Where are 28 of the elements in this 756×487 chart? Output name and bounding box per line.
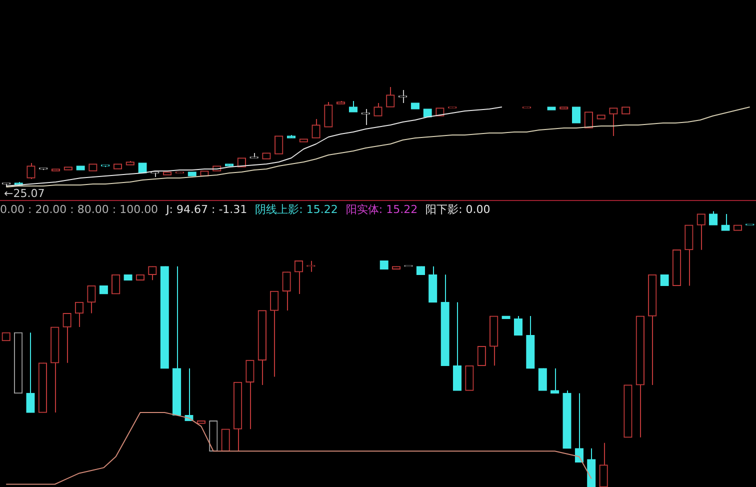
candlestick [112,274,120,294]
candlestick [609,108,618,136]
candlestick [270,290,279,378]
candlestick [246,360,254,430]
candlestick [26,332,35,414]
annotation: 阳下影: 0.00 [426,203,490,216]
annotation: 0.00 : 20.00 : 80.00 : 100.00 [0,203,158,216]
annotation: 阳实体: 15.22 [346,203,418,216]
annotation: 阴线上影: 15.22 [255,203,338,216]
candlestick [721,214,730,232]
candlestick [452,302,462,391]
annotation: J: 94.67 : -1.31 [166,203,248,216]
candlestick [87,285,96,314]
candlestick [599,442,608,487]
candlestick [221,428,230,452]
candlestick [398,90,408,104]
candlestick [274,136,284,154]
candlestick [62,312,72,364]
candlestick [477,346,486,366]
candlestick [572,106,581,124]
candlestick [282,271,291,312]
candlestick [514,316,523,336]
candlestick [550,368,560,394]
candlestick [324,102,333,128]
candlestick [538,368,547,391]
annotation: ←25.07 [4,187,45,200]
candlestick [361,108,370,126]
candlestick [684,224,694,286]
